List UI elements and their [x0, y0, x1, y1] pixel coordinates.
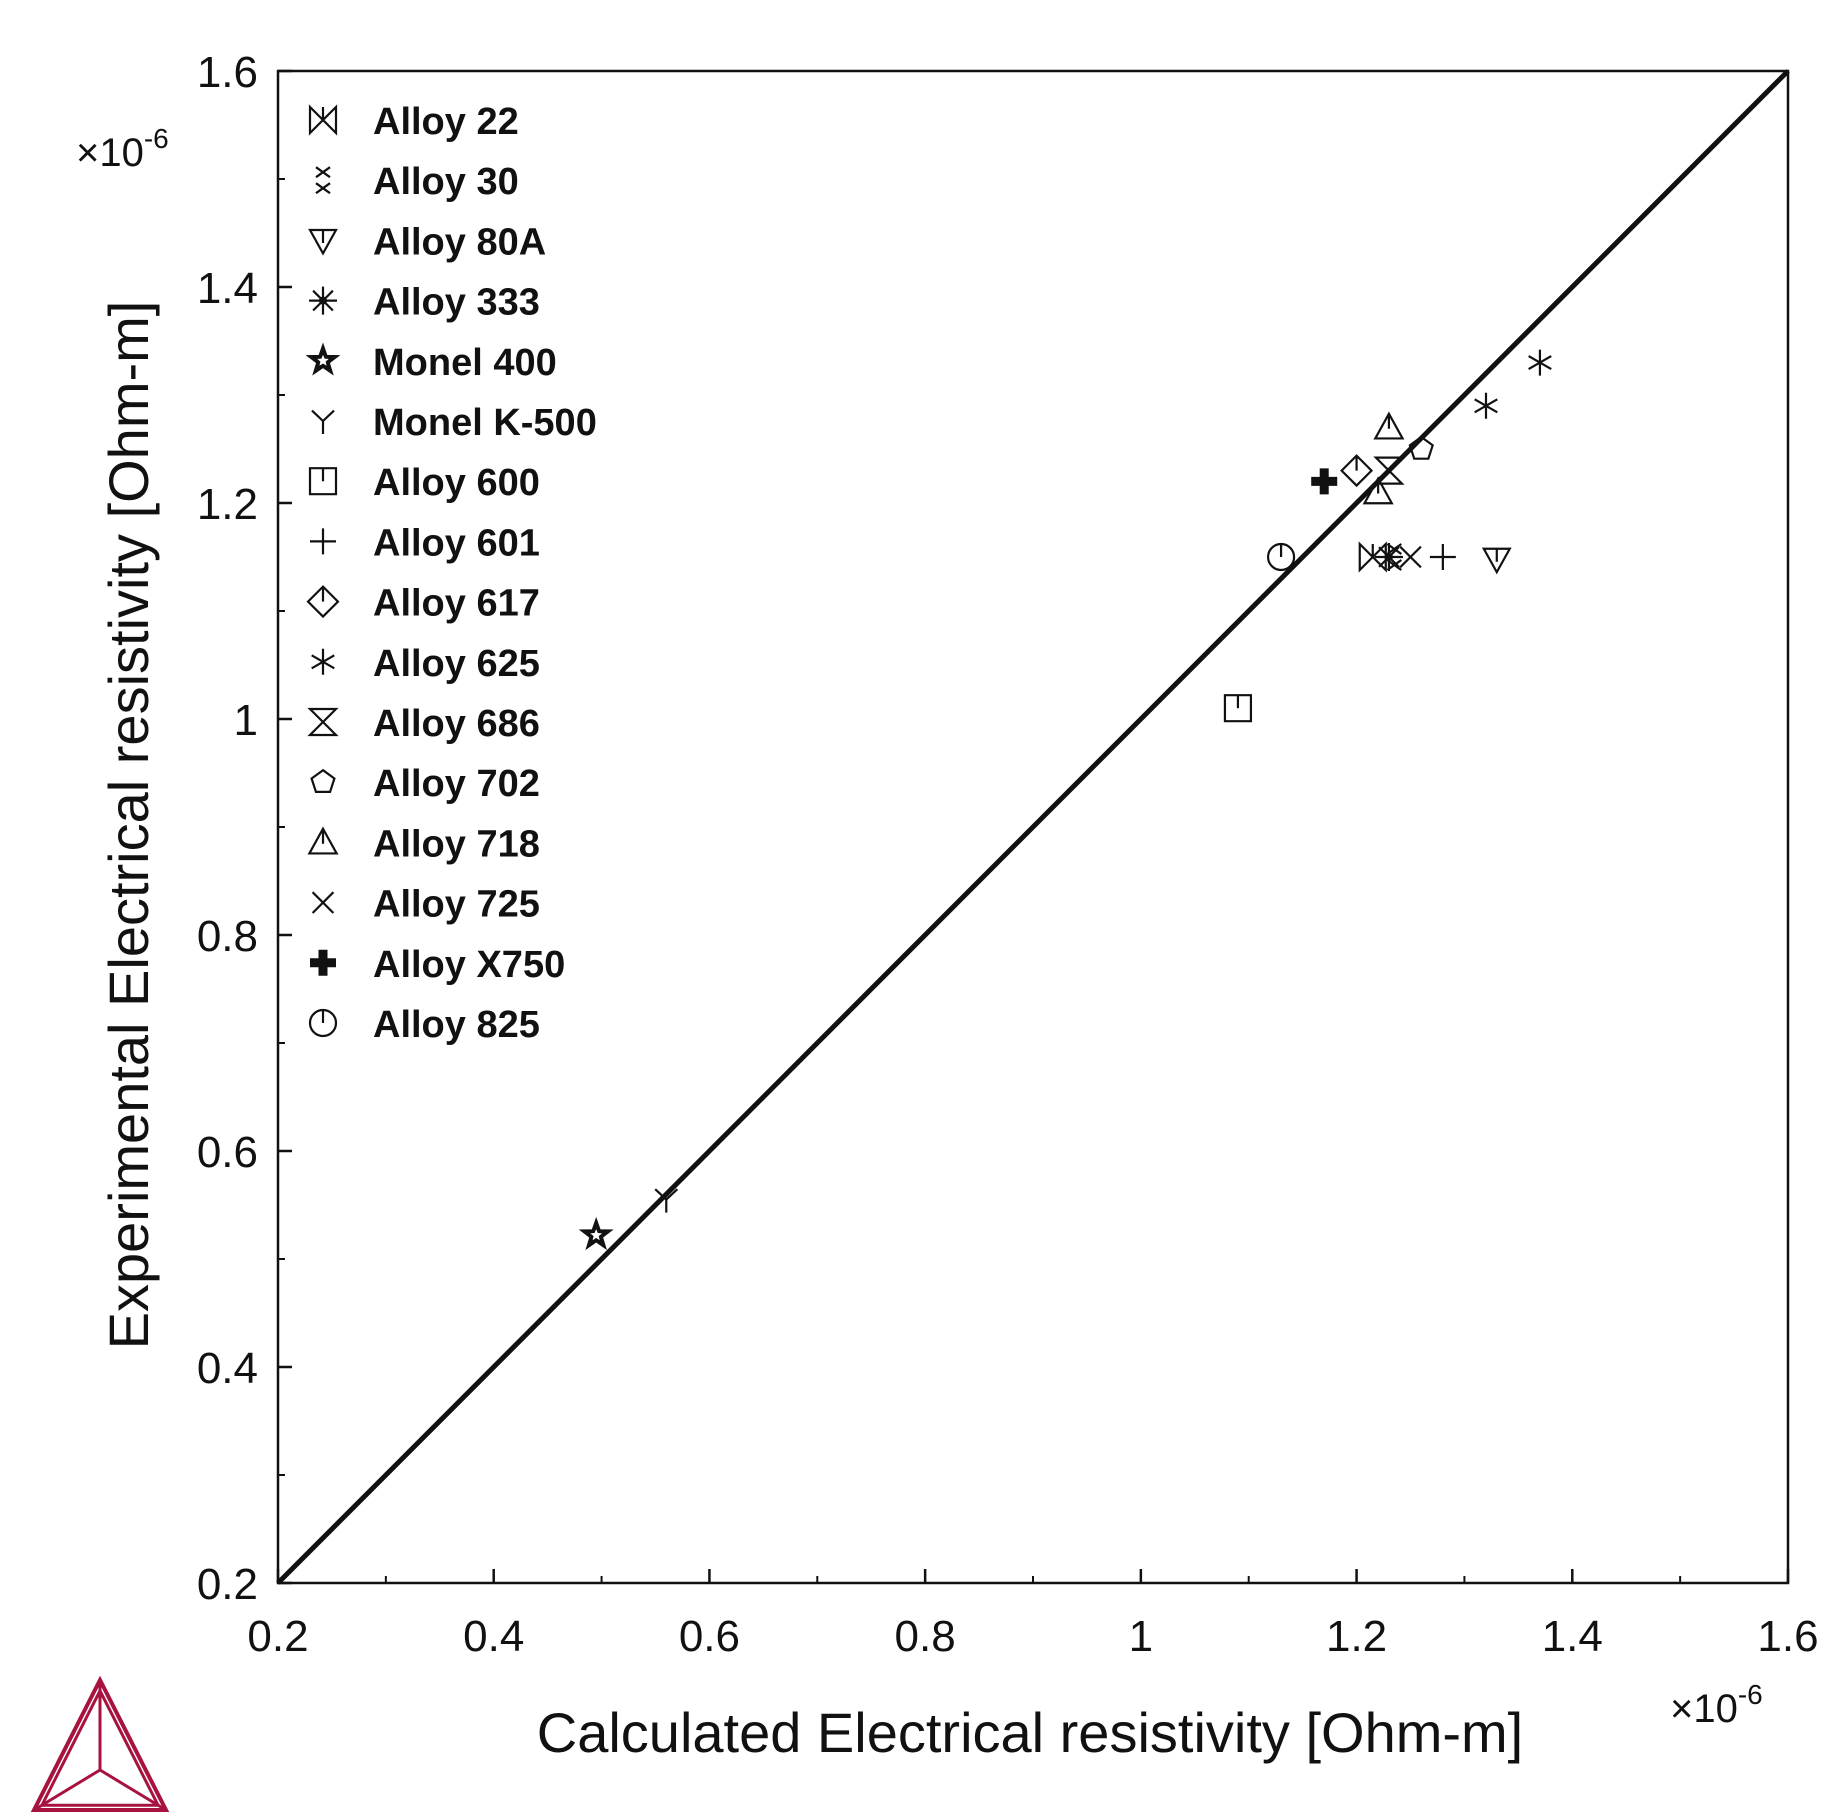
y-tick-label: 1.2 [197, 480, 258, 529]
legend-marker-plus-icon [310, 528, 336, 555]
legend-entry-label: Alloy X750 [373, 944, 565, 986]
legend-entry-label: Alloy 718 [373, 823, 540, 865]
legend-marker-triangle-up-icon [307, 826, 339, 855]
data-point-diamond-8-0 [1340, 454, 1374, 488]
legend-entry-label: Alloy 22 [373, 101, 519, 143]
legend-marker-double-x-icon [315, 166, 331, 195]
data-point-triangle-down-2-0 [1481, 547, 1512, 575]
x-tick-label: 1.2 [1326, 1612, 1387, 1661]
legend-entry-label: Alloy 600 [373, 462, 540, 504]
legend-marker-bowtie-icon [308, 104, 338, 136]
data-point-circle-15-0 [1266, 542, 1296, 572]
y-axis-exponent-power: -6 [144, 123, 169, 154]
legend-entry-label: Alloy 625 [373, 643, 540, 685]
data-point-pentagon-11-0 [1408, 435, 1434, 460]
legend-marker-pentagon-icon [310, 768, 336, 794]
y-tick-label: 1 [234, 696, 258, 745]
x-tick-label: 1 [1129, 1612, 1153, 1661]
legend-marker-asterisk-icon [311, 648, 335, 675]
reference-line [276, 69, 1790, 1585]
legend-marker-hourglass-icon [307, 707, 339, 737]
legend: Alloy 22 Alloy 30 Alloy 80A Alloy 333 Monel … [305, 101, 597, 1046]
data-point-asterisk-9-1 [1474, 392, 1498, 419]
x-tick-label: 1.4 [1542, 1612, 1603, 1661]
data-point-plus-7-0 [1429, 544, 1456, 570]
reference-line-layer [276, 69, 1790, 1585]
y-tick-label: 1.6 [197, 48, 258, 97]
data-point-triangle-up-12-1 [1362, 476, 1394, 505]
triangle-logo-icon [30, 1675, 170, 1812]
legend-entry-label: Alloy 333 [373, 282, 540, 324]
y-axis-label: Experimental Electrical resistivity [Ohm… [97, 301, 160, 1350]
x-tick-label: 0.4 [463, 1612, 524, 1661]
x-axis-exponent: ×10-6 [1670, 1679, 1763, 1731]
legend-marker-diamond-icon [306, 585, 340, 619]
data-point-x-13-0 [1399, 545, 1422, 569]
data-point-triangle-up-12-0 [1373, 411, 1405, 440]
legend-marker-triangle-down-icon [308, 228, 338, 256]
data-point-plus-bold-14-0 [1311, 468, 1338, 495]
legend-marker-x-icon [311, 891, 335, 914]
legend-entry-label: Alloy 686 [373, 703, 540, 745]
x-axis-label: Calculated Electrical resistivity [Ohm-m… [537, 1701, 1523, 1764]
x-tick-label: 0.2 [247, 1612, 308, 1661]
data-point-double-x-1-0 [1386, 543, 1402, 571]
legend-entry-label: Alloy 30 [373, 161, 519, 203]
legend-entry-label: Monel K-500 [373, 402, 597, 444]
y-axis-exponent: ×10-6 [76, 123, 169, 175]
legend-marker-circle-icon [308, 1008, 338, 1038]
legend-marker-star5-icon [305, 342, 341, 376]
legend-entry-label: Monel 400 [373, 342, 557, 384]
legend-entry-label: Alloy 617 [373, 583, 540, 625]
legend-marker-y-shape-icon [311, 409, 335, 434]
legend-entry-label: Alloy 725 [373, 884, 540, 926]
y-axis-exponent-base: ×10 [76, 131, 144, 175]
x-tick-label: 0.8 [895, 1612, 956, 1661]
data-point-star8-3-0 [1374, 543, 1403, 571]
legend-marker-star8-icon [309, 286, 337, 315]
x-tick-label: 1.6 [1757, 1612, 1818, 1661]
x-axis-exponent-power: -6 [1738, 1679, 1763, 1710]
x-tick-label: 0.6 [679, 1612, 740, 1661]
legend-entry-label: Alloy 702 [373, 763, 540, 805]
y-tick-label: 0.6 [197, 1128, 258, 1177]
data-point-square-6-0 [1223, 694, 1253, 723]
data-point-y-shape-5-0 [654, 1188, 679, 1213]
y-tick-label: 0.8 [197, 912, 258, 961]
x-axis-exponent-base: ×10 [1670, 1687, 1738, 1731]
legend-entry-label: Alloy 601 [373, 522, 540, 564]
legend-entry-label: Alloy 80A [373, 221, 546, 263]
y-tick-label: 0.4 [197, 1344, 258, 1393]
data-point-asterisk-9-0 [1528, 349, 1552, 376]
y-tick-label: 1.4 [197, 264, 258, 313]
data-point-bowtie-0-0 [1358, 541, 1387, 573]
axes: 0.2 0.4 0.6 0.8 1 1.2 1.4 1.6 0.2 0.4 0.6 0.8 1 1.2 1.… [197, 48, 1819, 1661]
data-points [578, 349, 1552, 1251]
legend-entry-label: Alloy 825 [373, 1004, 540, 1046]
legend-marker-plus-bold-icon [310, 949, 336, 976]
data-point-star5-4-0 [578, 1216, 614, 1251]
y-tick-label: 0.2 [197, 1560, 258, 1609]
legend-marker-square-icon [308, 467, 338, 496]
